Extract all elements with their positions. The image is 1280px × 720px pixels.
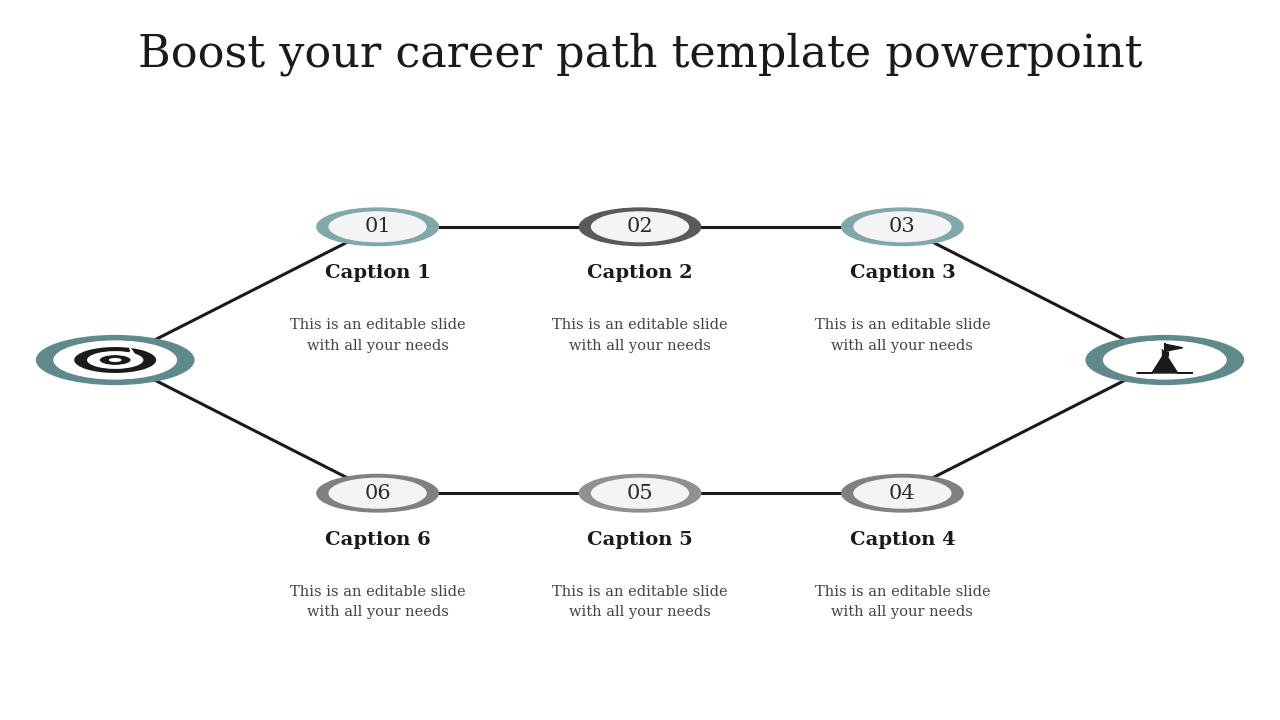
Text: This is an editable slide
with all your needs: This is an editable slide with all your … bbox=[814, 318, 991, 353]
Polygon shape bbox=[1165, 344, 1183, 351]
Ellipse shape bbox=[109, 358, 122, 362]
Text: This is an editable slide
with all your needs: This is an editable slide with all your … bbox=[814, 585, 991, 619]
Ellipse shape bbox=[329, 477, 426, 509]
Ellipse shape bbox=[579, 207, 701, 246]
Text: Caption 3: Caption 3 bbox=[850, 264, 955, 282]
Text: Caption 1: Caption 1 bbox=[325, 264, 430, 282]
Ellipse shape bbox=[36, 335, 195, 385]
Text: 03: 03 bbox=[890, 217, 915, 236]
Text: Caption 5: Caption 5 bbox=[588, 531, 692, 549]
Text: 01: 01 bbox=[365, 217, 390, 236]
Text: Boost your career path template powerpoint: Boost your career path template powerpoi… bbox=[138, 32, 1142, 76]
Ellipse shape bbox=[591, 477, 689, 509]
Ellipse shape bbox=[316, 207, 439, 246]
Text: This is an editable slide
with all your needs: This is an editable slide with all your … bbox=[552, 585, 728, 619]
Text: Caption 4: Caption 4 bbox=[850, 531, 955, 549]
Ellipse shape bbox=[854, 211, 951, 243]
Ellipse shape bbox=[100, 355, 131, 365]
Ellipse shape bbox=[54, 341, 177, 379]
Text: This is an editable slide
with all your needs: This is an editable slide with all your … bbox=[552, 318, 728, 353]
Text: Caption 2: Caption 2 bbox=[588, 264, 692, 282]
Ellipse shape bbox=[1103, 341, 1226, 379]
Ellipse shape bbox=[74, 347, 156, 373]
Text: 05: 05 bbox=[627, 484, 653, 503]
Ellipse shape bbox=[329, 211, 426, 243]
Text: 06: 06 bbox=[365, 484, 390, 503]
Ellipse shape bbox=[87, 351, 143, 369]
Polygon shape bbox=[1137, 353, 1193, 373]
Ellipse shape bbox=[316, 474, 439, 513]
Ellipse shape bbox=[841, 474, 964, 513]
Ellipse shape bbox=[841, 207, 964, 246]
Text: Caption 6: Caption 6 bbox=[325, 531, 430, 549]
Ellipse shape bbox=[579, 474, 701, 513]
Text: 02: 02 bbox=[627, 217, 653, 236]
Text: 04: 04 bbox=[890, 484, 915, 503]
Ellipse shape bbox=[854, 477, 951, 509]
Ellipse shape bbox=[591, 211, 689, 243]
Ellipse shape bbox=[1085, 335, 1244, 385]
Text: ⚑: ⚑ bbox=[1158, 349, 1171, 364]
Text: This is an editable slide
with all your needs: This is an editable slide with all your … bbox=[289, 318, 466, 353]
Text: This is an editable slide
with all your needs: This is an editable slide with all your … bbox=[289, 585, 466, 619]
